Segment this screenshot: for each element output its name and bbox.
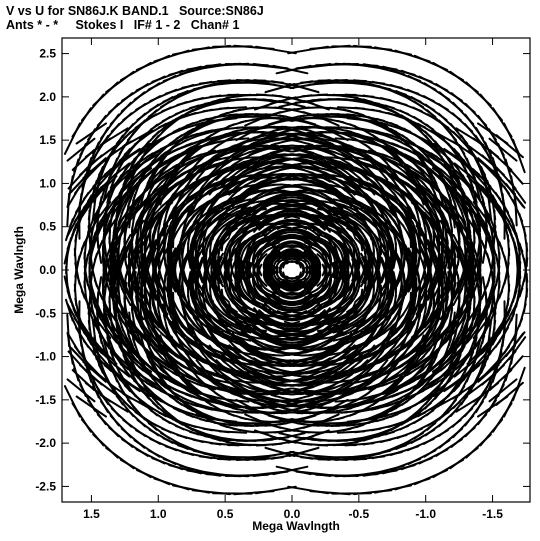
uv-point xyxy=(245,324,253,332)
uv-point xyxy=(481,239,488,264)
uv-point xyxy=(300,203,310,209)
uv-point xyxy=(283,320,292,325)
uv-point xyxy=(243,156,262,159)
uv-point xyxy=(312,229,319,232)
chart-subtitle: Ants * - * Stokes I IF# 1 - 2 Chan# 1 xyxy=(6,18,240,32)
uv-point xyxy=(316,222,322,228)
chart-title: V vs U for SN86J.K BAND.1 Source:SN86J xyxy=(6,4,264,18)
uv-point xyxy=(380,273,386,284)
uv-point xyxy=(300,244,305,249)
uv-point xyxy=(292,215,301,220)
uv-point xyxy=(259,284,263,289)
uv-point xyxy=(308,243,312,248)
uv-point xyxy=(292,311,299,314)
uv-point xyxy=(271,292,276,297)
uv-point xyxy=(322,381,341,384)
uv-point xyxy=(218,106,248,110)
uv-point xyxy=(336,430,366,434)
uv-point xyxy=(312,308,319,311)
uv-point xyxy=(206,327,215,340)
uv-point xyxy=(285,226,292,229)
uv-point xyxy=(265,229,272,232)
uv-point xyxy=(279,291,284,296)
uv-point xyxy=(198,256,204,267)
uv-point xyxy=(369,200,378,213)
uv-point xyxy=(274,331,284,337)
uv-point xyxy=(276,310,283,314)
uv-points xyxy=(63,44,529,496)
uv-point xyxy=(96,276,103,301)
uv-point xyxy=(262,312,268,318)
uv-point xyxy=(332,337,344,342)
uv-point xyxy=(301,226,308,230)
uv-point xyxy=(240,198,252,203)
uv-point xyxy=(331,208,339,216)
uv-point xyxy=(321,251,325,256)
